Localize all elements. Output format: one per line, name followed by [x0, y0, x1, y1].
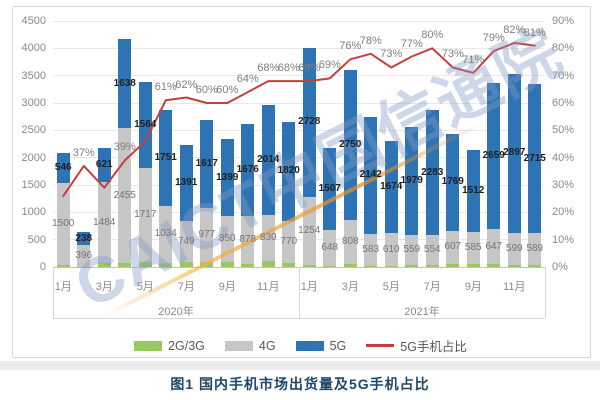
legend-item-4g: 4G	[224, 338, 276, 353]
legend-item-5g: 5G	[295, 338, 347, 353]
figure-caption: 图1 国内手机市场出货量及5G手机占比	[170, 376, 430, 392]
legend: 2G/3G 4G 5G 5G手机占比	[12, 336, 589, 355]
divider	[0, 361, 600, 370]
legend-bar-swatch-icon	[224, 340, 253, 351]
legend-label: 2G/3G	[168, 338, 205, 353]
legend-label: 5G手机占比	[400, 340, 467, 354]
legend-bar-swatch-icon	[134, 340, 163, 351]
legend-item-2g3g: 2G/3G	[134, 339, 205, 353]
legend-bar-swatch-icon	[295, 340, 324, 351]
legend-label: 4G	[258, 338, 276, 353]
legend-item-5g手机占比: 5G手机占比	[366, 336, 467, 355]
legend-label: 5G	[329, 338, 347, 353]
legend-line-swatch-icon	[366, 344, 395, 347]
